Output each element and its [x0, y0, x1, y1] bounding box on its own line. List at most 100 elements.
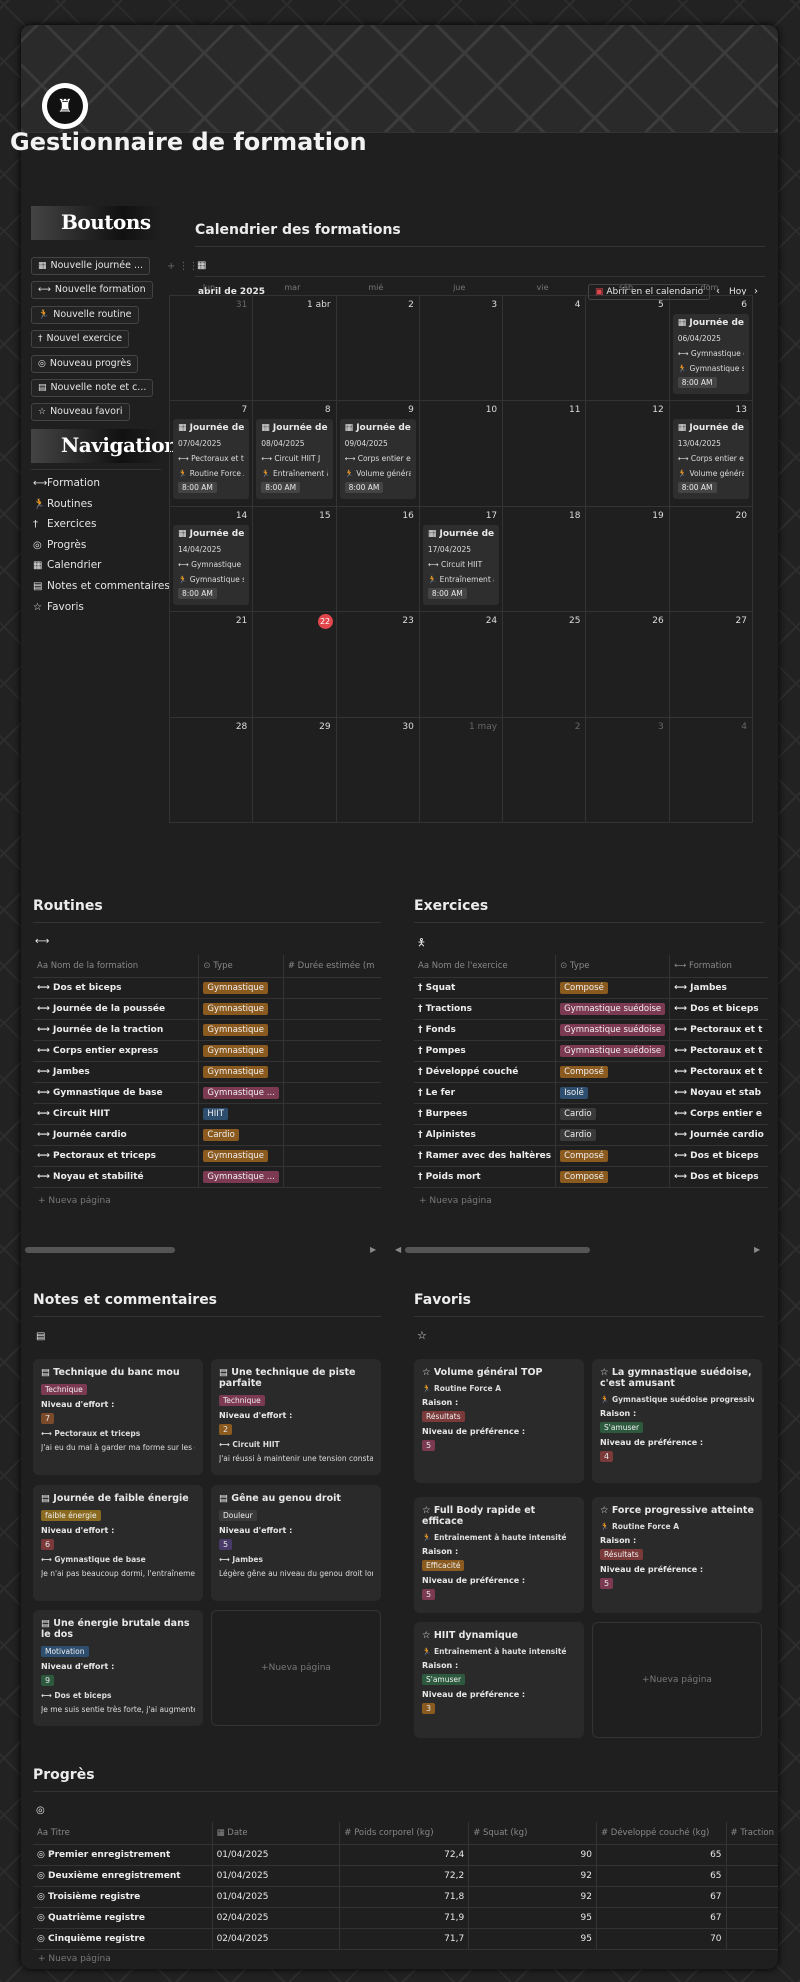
- type-cell[interactable]: Gymnastique ...: [198, 1082, 284, 1104]
- traction-cell[interactable]: [725, 1907, 778, 1929]
- table-row[interactable]: † Pompes Gymnastique suédoise ⟷ Pectoraux …: [414, 1040, 768, 1062]
- note-card[interactable]: ▤ Journée de faible énergie faible énergi…: [33, 1485, 203, 1601]
- row-name-cell[interactable]: ◎ Quatrième registre: [33, 1907, 213, 1929]
- type-cell[interactable]: Composé: [555, 1061, 670, 1083]
- table-row[interactable]: ⟷ Jambes Gymnastique: [33, 1061, 381, 1083]
- sidebar-button[interactable]: ⟷ Nouvelle formation: [31, 281, 153, 300]
- table-row[interactable]: ⟷ Dos et biceps Gymnastique: [33, 977, 381, 999]
- squat-cell[interactable]: 92: [468, 1886, 597, 1908]
- scroll-left-icon[interactable]: ◀: [395, 1245, 402, 1254]
- type-cell[interactable]: Gymnastique: [198, 998, 284, 1020]
- exercises-new-page[interactable]: + Nueva página: [419, 1196, 492, 1206]
- bench-cell[interactable]: 67: [595, 1886, 727, 1908]
- today-button[interactable]: Hoy: [729, 287, 747, 297]
- favorite-card[interactable]: ☆ HIIT dynamique 🏃 Entraînement à haute i…: [414, 1622, 584, 1738]
- sidebar-button[interactable]: ◎ Nouveau progrès: [31, 354, 139, 373]
- row-name-cell[interactable]: ◎ Cinquième registre: [33, 1928, 213, 1950]
- sidebar-button[interactable]: † Nouvel exercice: [31, 330, 130, 349]
- formation-cell[interactable]: ⟷ Dos et biceps: [669, 998, 768, 1020]
- bench-cell[interactable]: 70: [595, 1928, 727, 1950]
- row-name-cell[interactable]: ◎ Premier enregistrement: [33, 1844, 213, 1866]
- row-name-cell[interactable]: ⟷ Jambes: [33, 1061, 199, 1083]
- table-row[interactable]: † Le fer Isolé ⟷ Noyau et stab: [414, 1082, 768, 1104]
- formation-cell[interactable]: ⟷ Corps entier e: [669, 1103, 768, 1125]
- column-header[interactable]: # Traction: [725, 1822, 778, 1845]
- calendar-day[interactable]: 16: [336, 506, 420, 613]
- calendar-day[interactable]: 28: [170, 717, 254, 823]
- row-name-cell[interactable]: ⟷ Circuit HIIT: [33, 1103, 199, 1125]
- type-cell[interactable]: Gymnastique ...: [198, 1166, 284, 1188]
- scroll-right-icon[interactable]: ▶: [370, 1245, 377, 1254]
- calendar-day[interactable]: 15: [253, 506, 337, 613]
- traction-cell[interactable]: [725, 1865, 778, 1887]
- type-cell[interactable]: Gymnastique: [198, 1061, 284, 1083]
- column-header[interactable]: # Développé couché (kg): [595, 1822, 727, 1845]
- calendar-day[interactable]: 22: [253, 612, 337, 718]
- column-header[interactable]: ⊙ Type: [198, 955, 284, 978]
- column-header[interactable]: ⟷ Formation: [669, 955, 768, 978]
- calendar-event[interactable]: ▦ Journée de ... 09/04/2025 ⟷ Corps entier…: [339, 419, 416, 500]
- favorite-card[interactable]: ☆ La gymnastique suédoise, c'est amusant…: [592, 1359, 762, 1483]
- type-cell[interactable]: Gymnastique suédoise: [555, 1040, 670, 1062]
- weight-cell[interactable]: 71,9: [339, 1907, 469, 1929]
- column-header[interactable]: Aa Nom de la formation: [33, 955, 199, 978]
- calendar-view-icon[interactable]: ▦: [197, 260, 207, 271]
- weight-cell[interactable]: 72,4: [339, 1844, 469, 1866]
- routines-new-page[interactable]: + Nueva página: [38, 1196, 111, 1206]
- type-cell[interactable]: HIIT: [198, 1103, 284, 1125]
- type-cell[interactable]: Gymnastique: [198, 1019, 284, 1041]
- calendar-event[interactable]: ▦ Journée de ... 06/04/2025 ⟷ Gymnastique …: [672, 314, 749, 394]
- calendar-day[interactable]: 1 may: [419, 717, 504, 823]
- calendar-event[interactable]: ▦ Journée de ... 08/04/2025 ⟷ Circuit HIIT…: [256, 419, 333, 500]
- row-name-cell[interactable]: ⟷ Pectoraux et triceps: [33, 1145, 199, 1167]
- formation-cell[interactable]: ⟷ Pectoraux et t: [669, 1019, 768, 1041]
- calendar-day[interactable]: 30: [336, 717, 420, 823]
- favorite-card[interactable]: ☆ Full Body rapide et efficace 🏃 Entraîne…: [414, 1497, 584, 1613]
- table-row[interactable]: ⟷ Journée de la poussée Gymnastique: [33, 998, 381, 1020]
- table-row[interactable]: † Poids mort Composé ⟷ Dos et biceps: [414, 1166, 768, 1188]
- nav-link[interactable]: † Exercices: [33, 518, 96, 530]
- calendar-day[interactable]: 5: [586, 296, 670, 402]
- squat-cell[interactable]: 92: [468, 1865, 597, 1887]
- squat-cell[interactable]: 95: [468, 1928, 597, 1950]
- calendar-day[interactable]: 1 abr: [253, 296, 337, 402]
- progress-new-page[interactable]: + Nueva página: [38, 1954, 111, 1964]
- row-name-cell[interactable]: † Burpees: [414, 1103, 556, 1125]
- calendar-day[interactable]: 20: [669, 506, 753, 613]
- table-row[interactable]: ◎ Quatrième registre 02/04/2025 71,9 95 67: [33, 1907, 778, 1929]
- type-cell[interactable]: Cardio: [198, 1124, 284, 1146]
- sidebar-button[interactable]: ☆ Nouveau favori: [31, 403, 130, 422]
- formation-cell[interactable]: ⟷ Pectoraux et t: [669, 1061, 768, 1083]
- column-header[interactable]: Aa Nom de l'exercice: [414, 955, 556, 978]
- favorite-card[interactable]: ☆ Force progressive atteinte 🏃 Routine Fo…: [592, 1497, 762, 1613]
- duration-cell[interactable]: [282, 1019, 381, 1041]
- note-card[interactable]: ▤ Une technique de piste parfaite Techniq…: [211, 1359, 381, 1475]
- formation-cell[interactable]: ⟷ Dos et biceps: [669, 1145, 768, 1167]
- formation-cell[interactable]: ⟷ Journée cardio: [669, 1124, 768, 1146]
- squat-cell[interactable]: 95: [468, 1907, 597, 1929]
- calendar-day[interactable]: 23: [336, 612, 420, 718]
- next-month-button[interactable]: ›: [754, 286, 758, 297]
- type-cell[interactable]: Composé: [555, 1145, 670, 1167]
- calendar-event[interactable]: ▦ Journée de ... 13/04/2025 ⟷ Corps entier…: [672, 419, 749, 500]
- table-row[interactable]: ◎ Deuxième enregistrement 01/04/2025 72,2 9…: [33, 1865, 778, 1887]
- row-name-cell[interactable]: ⟷ Journée cardio: [33, 1124, 199, 1146]
- date-cell[interactable]: 01/04/2025: [211, 1865, 340, 1887]
- table-row[interactable]: ⟷ Noyau et stabilité Gymnastique ...: [33, 1166, 381, 1188]
- formation-cell[interactable]: ⟷ Pectoraux et t: [669, 1040, 768, 1062]
- bench-cell[interactable]: 65: [595, 1865, 727, 1887]
- row-name-cell[interactable]: ⟷ Noyau et stabilité: [33, 1166, 199, 1188]
- row-name-cell[interactable]: † Pompes: [414, 1040, 556, 1062]
- row-name-cell[interactable]: † Alpinistes: [414, 1124, 556, 1146]
- type-cell[interactable]: Cardio: [555, 1103, 670, 1125]
- page-icon[interactable]: ♜: [42, 83, 88, 129]
- table-row[interactable]: ⟷ Journée cardio Cardio: [33, 1124, 381, 1146]
- duration-cell[interactable]: [282, 1082, 381, 1104]
- sidebar-button[interactable]: ▦ Nouvelle journée ...: [31, 257, 151, 275]
- duration-cell[interactable]: [282, 1124, 381, 1146]
- calendar-event[interactable]: ▦ Journée de ... 17/04/2025 ⟷ Circuit HIIT…: [422, 524, 500, 605]
- row-name-cell[interactable]: † Le fer: [414, 1082, 556, 1104]
- duration-cell[interactable]: [282, 998, 381, 1020]
- table-row[interactable]: † Fonds Gymnastique suédoise ⟷ Pectoraux e…: [414, 1019, 768, 1041]
- sidebar-button[interactable]: 🏃 Nouvelle routine: [31, 305, 139, 324]
